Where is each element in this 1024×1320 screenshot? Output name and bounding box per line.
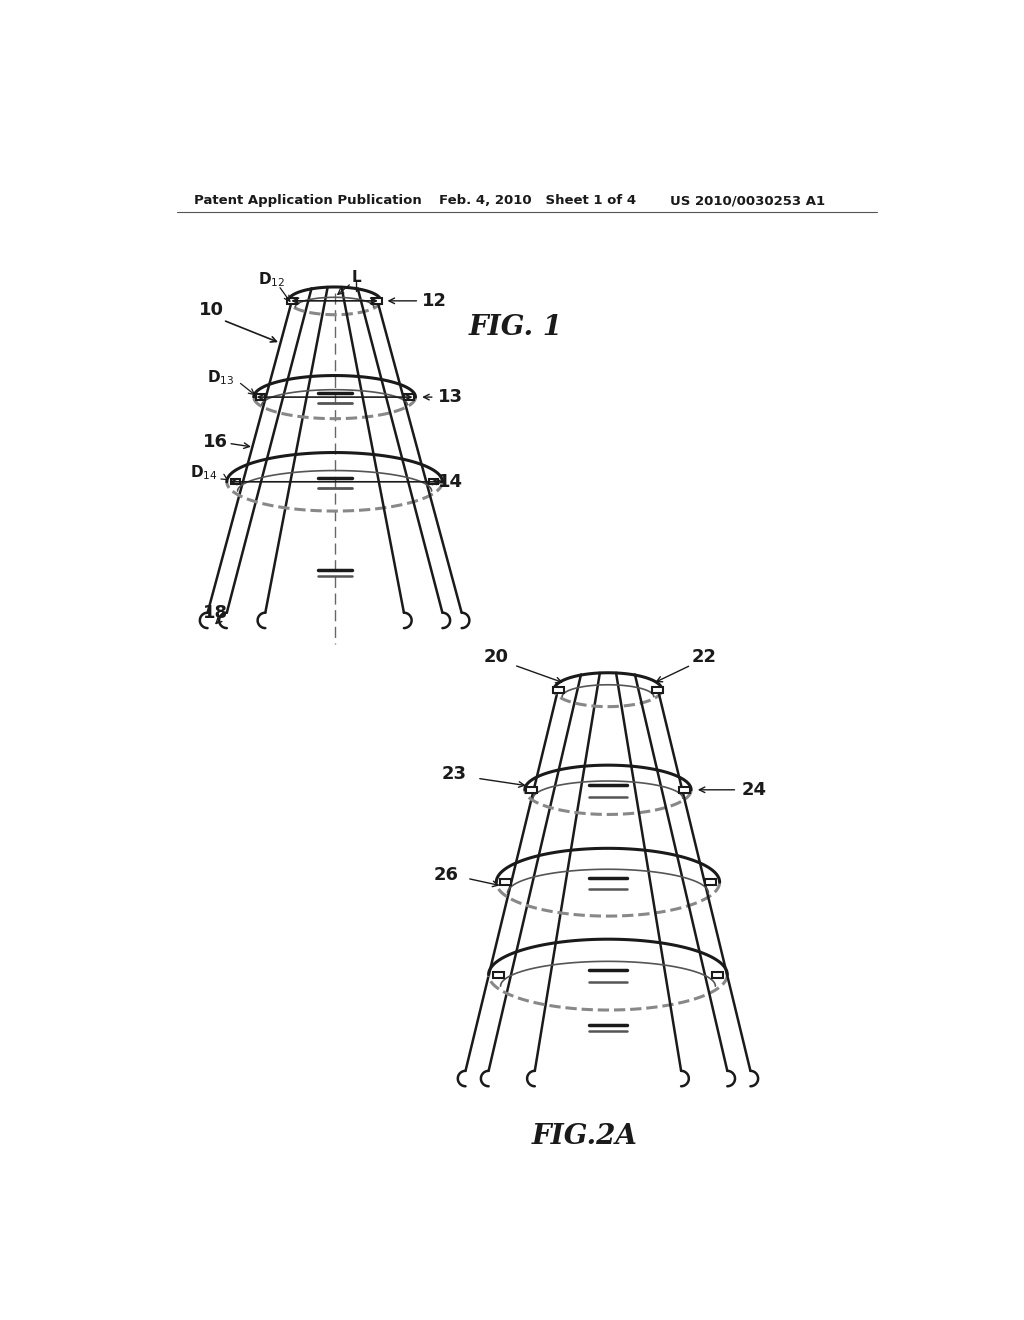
Text: $\mathbf{D}_{13}$: $\mathbf{D}_{13}$: [207, 368, 234, 387]
Text: 14: 14: [437, 473, 463, 491]
FancyBboxPatch shape: [500, 879, 511, 886]
Text: 24: 24: [741, 781, 767, 799]
FancyBboxPatch shape: [230, 479, 240, 484]
Text: 20: 20: [483, 648, 509, 667]
Text: 22: 22: [691, 648, 717, 667]
FancyBboxPatch shape: [553, 686, 564, 693]
FancyBboxPatch shape: [404, 395, 414, 400]
FancyBboxPatch shape: [713, 972, 723, 978]
FancyBboxPatch shape: [429, 479, 438, 484]
Text: FIG.2A: FIG.2A: [531, 1123, 638, 1150]
FancyBboxPatch shape: [256, 395, 265, 400]
Text: 16: 16: [203, 433, 227, 450]
Text: Patent Application Publication: Patent Application Publication: [194, 194, 422, 207]
Text: 13: 13: [437, 388, 463, 407]
Text: 12: 12: [422, 292, 447, 310]
FancyBboxPatch shape: [706, 879, 716, 886]
Text: $\mathbf{D}_{14}$: $\mathbf{D}_{14}$: [189, 463, 217, 482]
Text: 23: 23: [441, 766, 467, 783]
Text: 26: 26: [434, 866, 459, 883]
FancyBboxPatch shape: [526, 787, 537, 793]
Text: $\mathbf{D}_{12}$: $\mathbf{D}_{12}$: [258, 271, 285, 289]
Text: 10: 10: [199, 301, 224, 319]
Text: FIG. 1: FIG. 1: [469, 314, 562, 342]
Text: US 2010/0030253 A1: US 2010/0030253 A1: [670, 194, 824, 207]
FancyBboxPatch shape: [288, 298, 297, 304]
Text: 18: 18: [203, 603, 227, 622]
FancyBboxPatch shape: [493, 972, 504, 978]
Text: L: L: [351, 271, 361, 285]
FancyBboxPatch shape: [679, 787, 690, 793]
Text: Feb. 4, 2010   Sheet 1 of 4: Feb. 4, 2010 Sheet 1 of 4: [438, 194, 636, 207]
FancyBboxPatch shape: [373, 298, 382, 304]
FancyBboxPatch shape: [652, 686, 663, 693]
